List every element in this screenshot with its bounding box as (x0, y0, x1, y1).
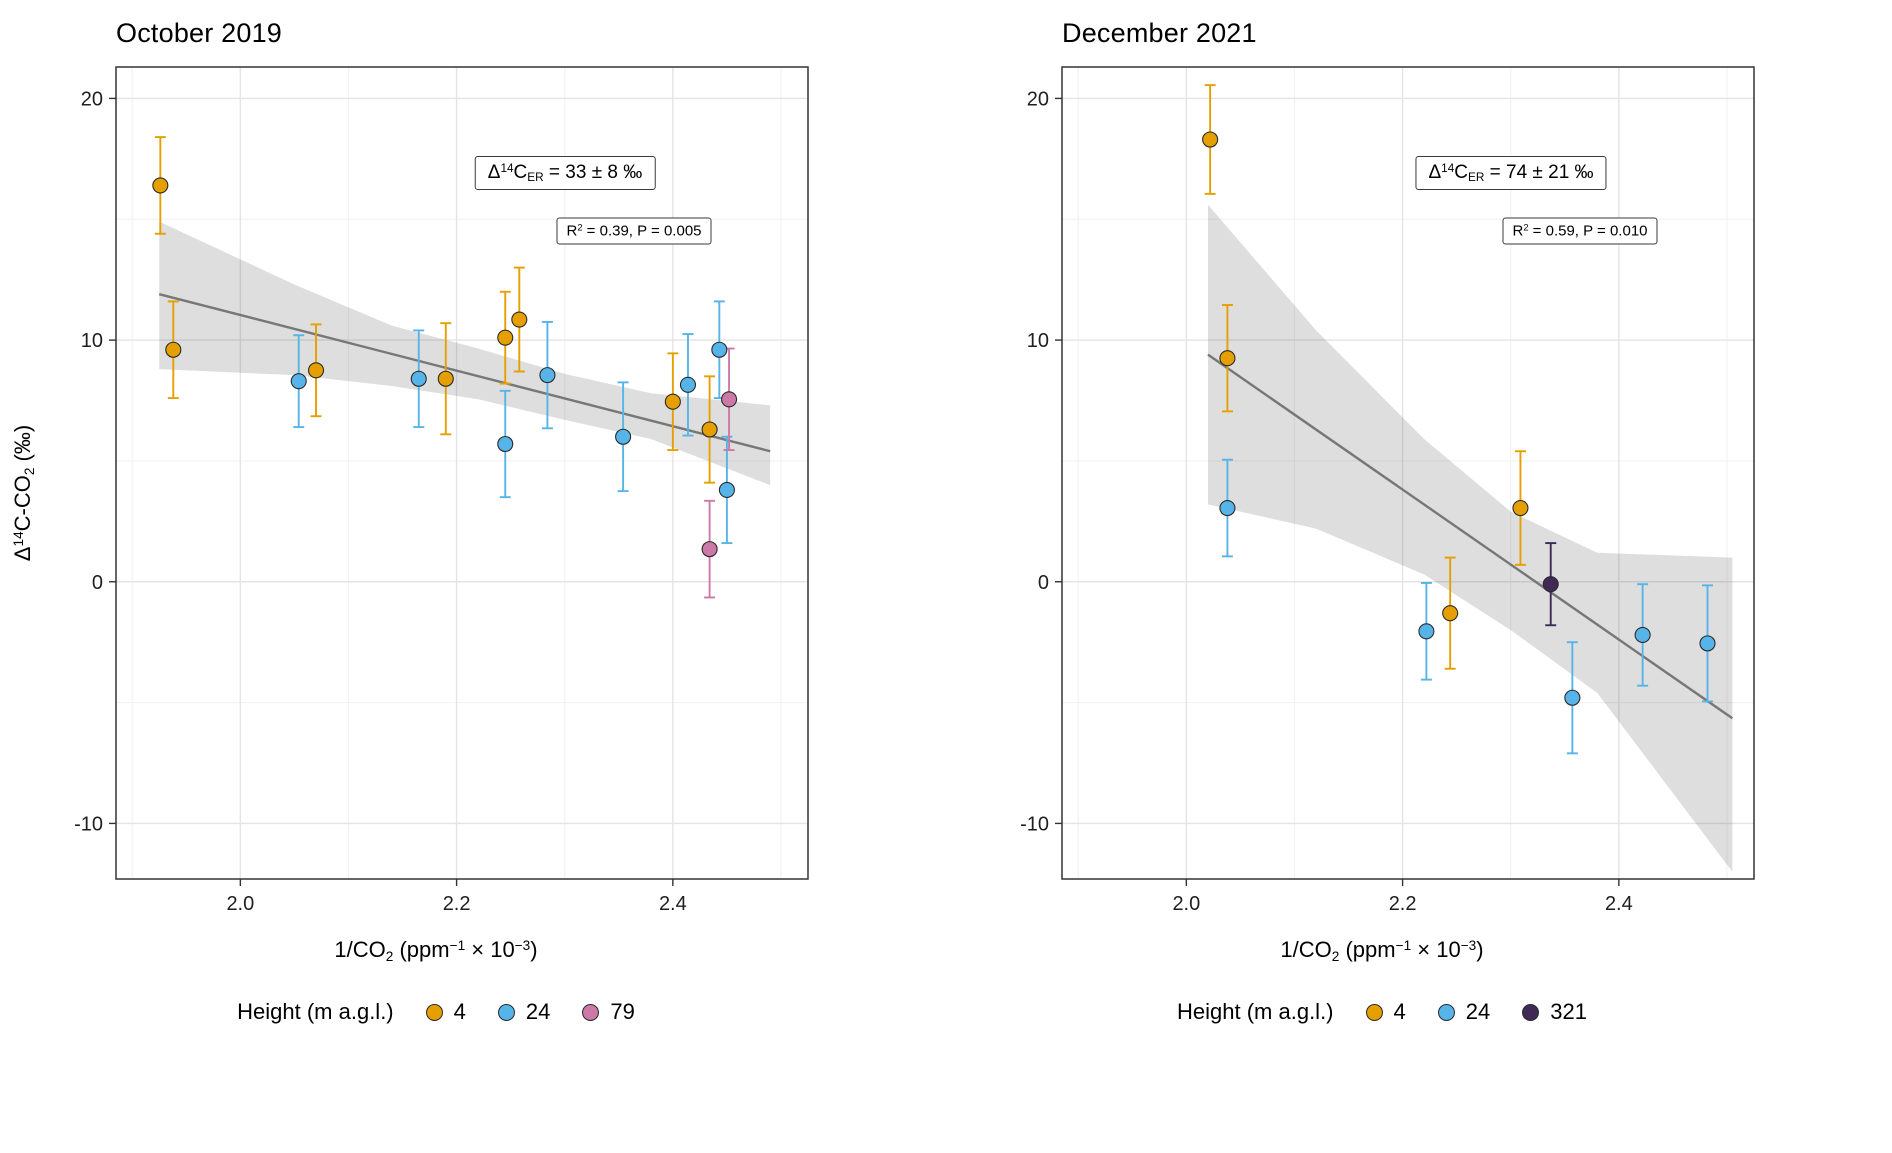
svg-text:2.0: 2.0 (226, 893, 254, 915)
svg-text:-10: -10 (74, 813, 103, 835)
scatter-chart-december-2021: 2.0 2.2 2.4 -10 0 10 20 (1020, 66, 1755, 915)
legend-label: 24 (1465, 999, 1491, 1024)
regression-annotation-box: Δ14CER = 74 ± 21 ‰ (1415, 156, 1607, 190)
legend: Height (m a.g.l.) 4 24 79 (46, 999, 826, 1025)
panel-october-2019: October 2019 Δ14C-CO2 (‰) 2.0 2.2 2.4 -10 0 1… (0, 18, 946, 1025)
legend-swatch-height-79 (582, 1003, 600, 1021)
svg-text:10: 10 (81, 330, 103, 352)
svg-text:20: 20 (1027, 88, 1049, 110)
panel-title: October 2019 (116, 18, 283, 48)
plot-area: 2.0 2.2 2.4 -10 0 10 20 Δ14CER = 33 ± 8 ‰ R2 =… (46, 53, 826, 933)
svg-text:0: 0 (92, 572, 103, 594)
x-axis-label: 1/CO2 (ppm−1 × 10−3) (1280, 937, 1484, 964)
legend-title: Height (m a.g.l.) (1177, 999, 1334, 1024)
svg-text:2.4: 2.4 (1605, 893, 1633, 915)
svg-text:20: 20 (81, 88, 103, 110)
plot-area: 2.0 2.2 2.4 -10 0 10 20 Δ14CER = 74 ± 21 ‰ R2 … (992, 53, 1772, 933)
regression-annotation-box: Δ14CER = 33 ± 8 ‰ (474, 156, 656, 190)
legend-swatch-height-24 (1437, 1003, 1455, 1021)
legend-entry: 4 (1365, 999, 1406, 1025)
panel-december-2021: December 2021 2.0 2.2 2.4 -10 0 10 20 Δ14CER =… (946, 0, 1892, 1153)
panel-title: December 2021 (1062, 18, 1257, 48)
plot-row: 2.0 2.2 2.4 -10 0 10 20 Δ14CER = 74 ± 21 ‰ R2 … (946, 53, 1892, 933)
legend-entry: 79 (582, 999, 635, 1025)
legend-label: 79 (610, 999, 635, 1024)
y-axis-label-column: Δ14C-CO2 (‰) (0, 53, 46, 933)
legend-label: 321 (1550, 999, 1587, 1024)
plot-row: Δ14C-CO2 (‰) 2.0 2.2 2.4 -10 0 10 20 Δ14CER = … (0, 53, 946, 933)
y-axis-spacer (946, 53, 992, 933)
legend-entry: 24 (497, 999, 551, 1025)
svg-text:-10: -10 (1020, 813, 1049, 835)
legend-label: 4 (453, 999, 466, 1024)
svg-text:0: 0 (1038, 572, 1049, 594)
scatter-chart-october-2019: 2.0 2.2 2.4 -10 0 10 20 (74, 66, 809, 915)
svg-text:2.2: 2.2 (443, 893, 471, 915)
legend-entry: 4 (425, 999, 466, 1025)
legend-swatch-height-24 (497, 1003, 515, 1021)
legend-swatch-height-4 (425, 1003, 443, 1021)
svg-text:10: 10 (1027, 330, 1049, 352)
svg-text:2.2: 2.2 (1389, 893, 1417, 915)
legend-entry: 321 (1522, 999, 1587, 1025)
stats-annotation-box: R2 = 0.59, P = 0.010 (1502, 217, 1658, 245)
legend-swatch-height-321 (1522, 1003, 1540, 1021)
legend-label: 4 (1393, 999, 1406, 1024)
legend: Height (m a.g.l.) 4 24 321 (992, 999, 1772, 1025)
svg-text:2.4: 2.4 (659, 893, 687, 915)
x-axis-label: 1/CO2 (ppm−1 × 10−3) (334, 937, 538, 964)
legend-entry: 24 (1437, 999, 1491, 1025)
stats-annotation-box: R2 = 0.39, P = 0.005 (556, 217, 712, 245)
svg-text:2.0: 2.0 (1172, 893, 1200, 915)
y-axis-label: Δ14C-CO2 (‰) (10, 424, 37, 562)
legend-label: 24 (525, 999, 551, 1024)
legend-title: Height (m a.g.l.) (237, 999, 394, 1024)
legend-swatch-height-4 (1365, 1003, 1383, 1021)
